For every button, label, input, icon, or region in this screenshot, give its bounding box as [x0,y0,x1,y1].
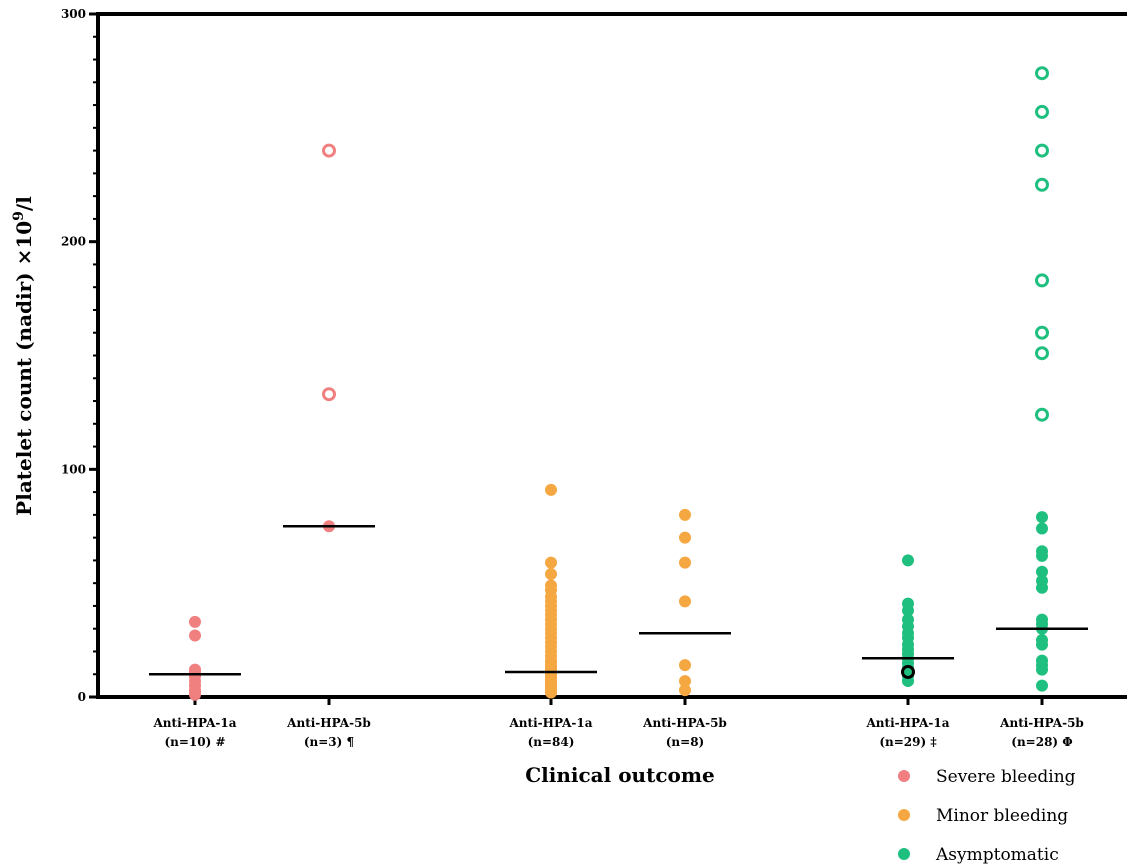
y-tick-label: 0 [78,690,86,704]
y-tick-label: 200 [61,235,86,249]
data-point [1036,522,1048,535]
data-point [1036,679,1048,692]
data-point [1036,549,1048,562]
data-point [902,604,914,617]
data-point [679,659,691,672]
data-point [189,688,201,701]
data-points [189,66,1049,701]
category-label-line2: (n=10) # [164,735,225,749]
data-point-open [1035,104,1049,119]
x-axis-title: Clinical outcome [525,763,714,787]
data-point [1036,663,1048,676]
median-lines [149,525,1088,676]
data-point [545,568,557,581]
data-point [1036,511,1048,524]
category-label-line1: Anti-HPA-1a [865,716,949,730]
legend-label: Asymptomatic [935,845,1059,865]
category-label-line2: (n=3) ¶ [304,735,354,749]
category-label-line1: Anti-HPA-5b [642,716,727,730]
category-label-line2: (n=29) ‡ [879,735,936,749]
x-axis [96,695,1127,705]
category-labels: Anti-HPA-1a (n=10) # Anti-HPA-5b (n=3) ¶ Ant… [152,716,1083,749]
data-point [545,556,557,569]
data-point [1036,638,1048,651]
y-tick-label: 100 [61,462,86,476]
category-label-line2: (n=28) Φ [1011,735,1072,749]
y-axis: 0 100 200 300 [61,7,1127,704]
legend-marker [898,770,910,782]
data-point [679,556,691,569]
category-label-line2: (n=84) [528,735,575,749]
data-point [189,629,201,642]
data-point [545,686,557,699]
y-axis-title: Platelet count (nadir) ×109/l [11,196,36,516]
data-point-open [1035,325,1049,340]
data-point-open [1035,407,1049,422]
legend-marker [898,809,910,821]
data-point [679,595,691,608]
data-point [1036,581,1048,594]
data-point-open [1035,143,1049,158]
data-point-open [322,143,336,158]
category-label-line1: Anti-HPA-1a [152,716,236,730]
data-point-open [322,387,336,402]
data-point [679,684,691,697]
category-label-line1: Anti-HPA-5b [999,716,1084,730]
data-point-open [1035,273,1049,288]
data-point [679,531,691,544]
data-point-open [1035,66,1049,81]
legend-label: Severe bleeding [936,767,1076,787]
legend: Severe bleeding Minor bleeding Asymptomati… [898,767,1076,865]
data-point [679,675,691,688]
legend-label: Minor bleeding [936,806,1068,826]
category-label-line2: (n=8) [666,735,704,749]
data-point-open [1035,177,1049,192]
y-tick-label: 300 [61,7,86,21]
data-point [679,508,691,521]
legend-marker [898,848,910,860]
data-point [545,483,557,496]
category-label-line1: Anti-HPA-1a [508,716,592,730]
data-point-highlight [901,664,915,679]
data-point-open [1035,346,1049,361]
data-point [189,615,201,628]
data-point [902,554,914,567]
data-point [1036,565,1048,578]
category-label-line1: Anti-HPA-5b [286,716,371,730]
